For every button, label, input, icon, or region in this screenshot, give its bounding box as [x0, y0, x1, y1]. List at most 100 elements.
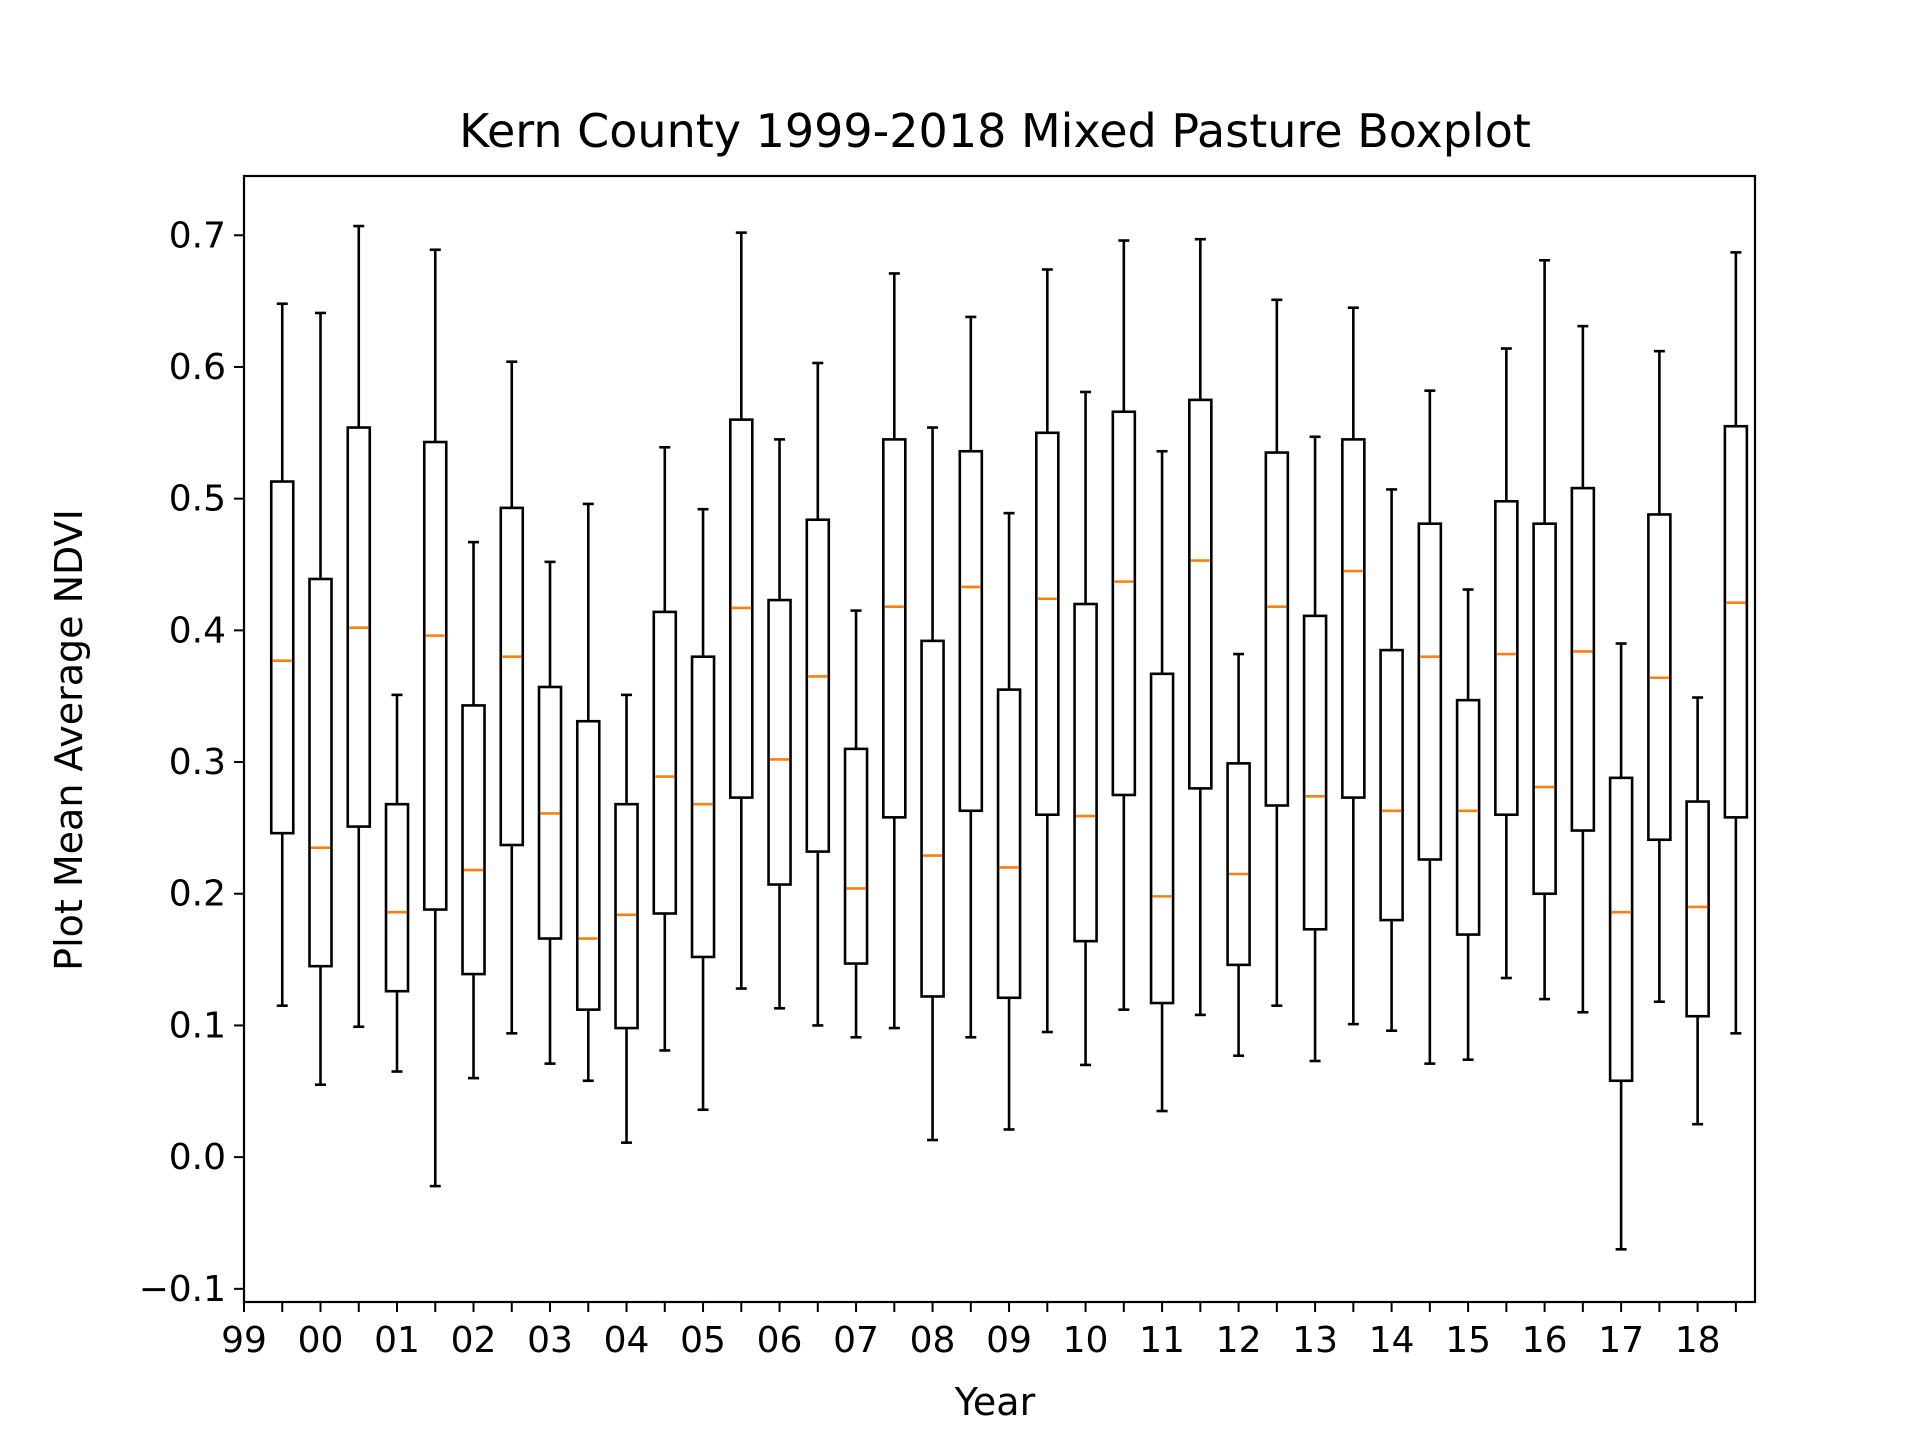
x-tick-label: 02 [451, 1320, 497, 1361]
box [614, 802, 639, 1030]
box [805, 518, 831, 853]
box-group [1302, 435, 1328, 1063]
box-group [805, 361, 831, 1027]
box-group [920, 426, 945, 1142]
x-tick-label: 08 [910, 1320, 956, 1361]
x-tick-label: 12 [1216, 1320, 1262, 1361]
x-tick-label: 05 [680, 1320, 726, 1361]
box-group [537, 560, 563, 1065]
box-group [1341, 306, 1366, 1026]
box [652, 610, 678, 915]
x-tick-label: 13 [1292, 1320, 1338, 1361]
y-tick-label: 0.2 [169, 874, 226, 915]
x-tick-label: 06 [757, 1320, 803, 1361]
box-group [1455, 588, 1481, 1061]
box [1035, 431, 1060, 817]
box-group [1685, 696, 1710, 1126]
box [384, 802, 410, 993]
box-group [882, 272, 907, 1030]
box-group [1035, 268, 1060, 1034]
box [1188, 398, 1213, 790]
box [1073, 602, 1098, 943]
box [1570, 486, 1596, 832]
box [690, 655, 716, 959]
box-group [767, 438, 792, 1010]
box [1647, 513, 1672, 842]
box-group [1417, 389, 1443, 1065]
box [1264, 451, 1290, 807]
x-tick-label: 18 [1675, 1320, 1721, 1361]
x-tick-label: 04 [604, 1320, 650, 1361]
y-tick-label: 0.6 [169, 347, 226, 388]
box [958, 449, 984, 813]
y-tick-label: 0.5 [169, 479, 226, 520]
box [1379, 648, 1404, 922]
x-tick-label: 07 [833, 1320, 879, 1361]
box [1226, 762, 1251, 967]
box [843, 747, 869, 965]
box-group [1073, 390, 1098, 1067]
box-group [1111, 239, 1137, 1011]
box-group [1723, 251, 1749, 1035]
box [728, 418, 754, 799]
x-tick-label: 99 [221, 1320, 267, 1361]
box [461, 704, 486, 976]
box-group [690, 507, 716, 1112]
box [308, 577, 333, 968]
box-group [499, 360, 525, 1035]
box [575, 719, 601, 1011]
box [1417, 522, 1443, 861]
y-tick-label: 0.1 [169, 1005, 226, 1046]
box-group [422, 248, 448, 1188]
x-tick-label: 11 [1139, 1320, 1185, 1361]
y-axis-label: Plot Mean Average NDVI [47, 509, 91, 971]
box-group [461, 540, 486, 1080]
x-tick-label: 01 [374, 1320, 420, 1361]
y-tick-label: 0.7 [169, 215, 226, 256]
x-tick-label: 00 [298, 1320, 344, 1361]
box-group [1608, 642, 1634, 1251]
box-group [269, 302, 295, 1007]
box [920, 639, 945, 998]
x-tick-label: 15 [1445, 1320, 1491, 1361]
box [1111, 410, 1137, 797]
x-tick-label: 14 [1369, 1320, 1415, 1361]
box [882, 438, 907, 819]
y-tick-label: 0.4 [169, 610, 226, 651]
box-group [1494, 347, 1519, 980]
box [422, 440, 448, 911]
plot-frame [242, 174, 1757, 1304]
y-tick-label: 0.3 [169, 742, 226, 783]
box-group [1264, 298, 1290, 1007]
plot-area [269, 224, 1749, 1251]
box [269, 480, 295, 835]
box-group [728, 231, 754, 990]
box-group [1226, 652, 1251, 1058]
box [767, 598, 792, 886]
box-group [1149, 449, 1175, 1113]
box-group [1532, 258, 1557, 1001]
box [346, 426, 372, 828]
box-group [1188, 237, 1213, 1017]
box [1494, 499, 1519, 817]
x-tick-label: 17 [1598, 1320, 1644, 1361]
box [1608, 776, 1634, 1083]
x-tick-label: 03 [527, 1320, 573, 1361]
box [1341, 438, 1366, 799]
box-group [843, 609, 869, 1039]
y-tick-label: −0.1 [139, 1269, 226, 1310]
x-tick-label: 16 [1522, 1320, 1568, 1361]
x-tick-label: 09 [986, 1320, 1032, 1361]
box [1149, 672, 1175, 1005]
box-group [1379, 488, 1404, 1033]
box [1685, 800, 1710, 1018]
y-tick-label: 0.0 [169, 1137, 226, 1178]
x-tick-label: 10 [1063, 1320, 1109, 1361]
box [1302, 614, 1328, 931]
box-group [1647, 349, 1672, 1004]
box [537, 685, 563, 940]
box [1532, 522, 1557, 896]
box-group [1570, 324, 1596, 1014]
box-group [958, 315, 984, 1039]
